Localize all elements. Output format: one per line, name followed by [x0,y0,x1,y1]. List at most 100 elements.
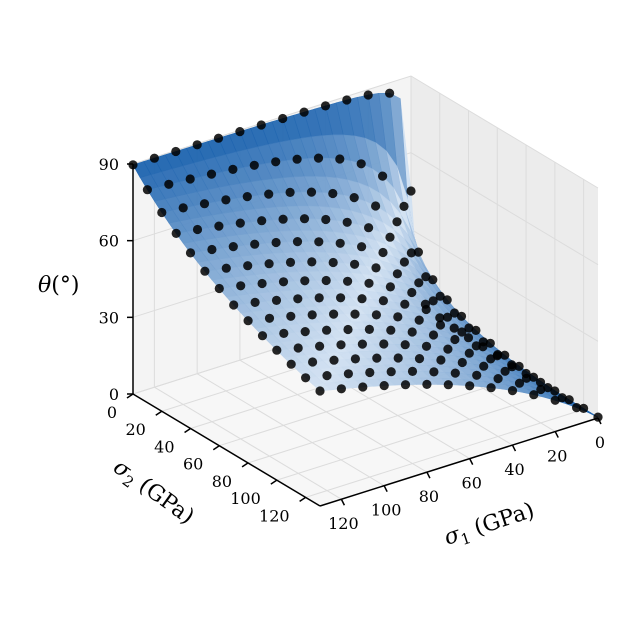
data-point [457,357,467,368]
y-tick [126,393,134,399]
data-point [378,247,388,258]
data-point [386,367,396,377]
data-point [192,224,203,235]
data-point [550,386,560,396]
data-point [356,159,366,169]
data-point [486,383,496,393]
data-point [472,370,482,380]
x-tick [469,458,474,465]
y-tick-label: 20 [125,420,145,439]
data-point [292,237,303,247]
data-point [529,390,539,400]
data-point [414,354,425,364]
data-point [314,293,324,303]
data-point [379,381,389,391]
data-point [307,310,317,320]
data-point [493,374,503,384]
data-point [371,201,381,211]
grid-line [305,408,584,498]
data-point [343,324,353,335]
data-point [435,313,445,323]
x-tick [340,498,346,506]
x-axis-line [319,417,599,507]
data-point [300,276,310,286]
x-tick-label: 60 [462,474,482,493]
data-point [271,157,281,167]
grid-line [247,374,527,464]
data-point [206,169,217,179]
data-point [250,239,260,249]
data-point [285,187,295,197]
data-point [257,331,268,341]
data-point [514,378,525,388]
data-point [400,299,410,309]
data-point [421,341,432,351]
data-point [478,337,488,347]
data-point [271,237,281,248]
data-point [185,248,196,258]
data-point [500,366,510,376]
y-tick-label: 0 [107,403,117,422]
data-point [315,386,325,396]
data-point [393,312,403,322]
data-point [385,232,395,242]
data-point [514,361,524,371]
data-point [429,367,439,377]
data-point [550,395,560,405]
data-point [299,107,309,117]
data-point [350,354,360,364]
data-point [414,315,424,325]
data-point [272,345,282,355]
data-point [299,214,310,224]
data-point [500,350,510,360]
data-point [407,327,417,337]
data-point [378,171,388,181]
data-point [328,257,338,268]
z-tick-label: 30 [99,308,119,327]
data-point [536,384,546,395]
data-point [350,259,360,269]
y-tick [270,479,278,485]
data-point [479,361,489,371]
data-point [335,238,345,248]
data-point [235,127,245,137]
data-point [342,95,352,105]
data-point [306,187,317,197]
data-point [392,217,402,227]
data-point [535,377,546,387]
data-point [178,203,188,213]
data-point [450,368,460,378]
data-point [357,339,367,349]
data-point [343,369,353,379]
data-point [507,362,517,372]
data-point [235,218,245,228]
data-point [493,350,503,360]
grid-line [154,386,342,500]
data-point [421,272,431,282]
data-point [450,334,460,345]
y-tick-label: 100 [230,489,261,508]
x-tick [426,471,431,479]
data-point [157,207,167,218]
data-point [428,275,438,285]
data-point [293,294,303,304]
data-point [328,188,338,199]
data-point [349,193,359,203]
y-axis-line [132,393,321,507]
data-point [292,154,302,164]
grid-line [196,373,385,487]
data-point [229,300,239,310]
data-point [199,199,210,209]
data-point [521,373,532,383]
data-point [471,325,481,335]
data-point [149,153,159,163]
data-point [443,380,453,390]
data-point [336,340,346,350]
data-point [436,355,446,365]
data-point [399,257,409,267]
x-tick [383,485,388,493]
data-point [363,90,373,100]
data-point [407,366,418,376]
y-tick [241,462,249,468]
data-point [465,381,475,391]
